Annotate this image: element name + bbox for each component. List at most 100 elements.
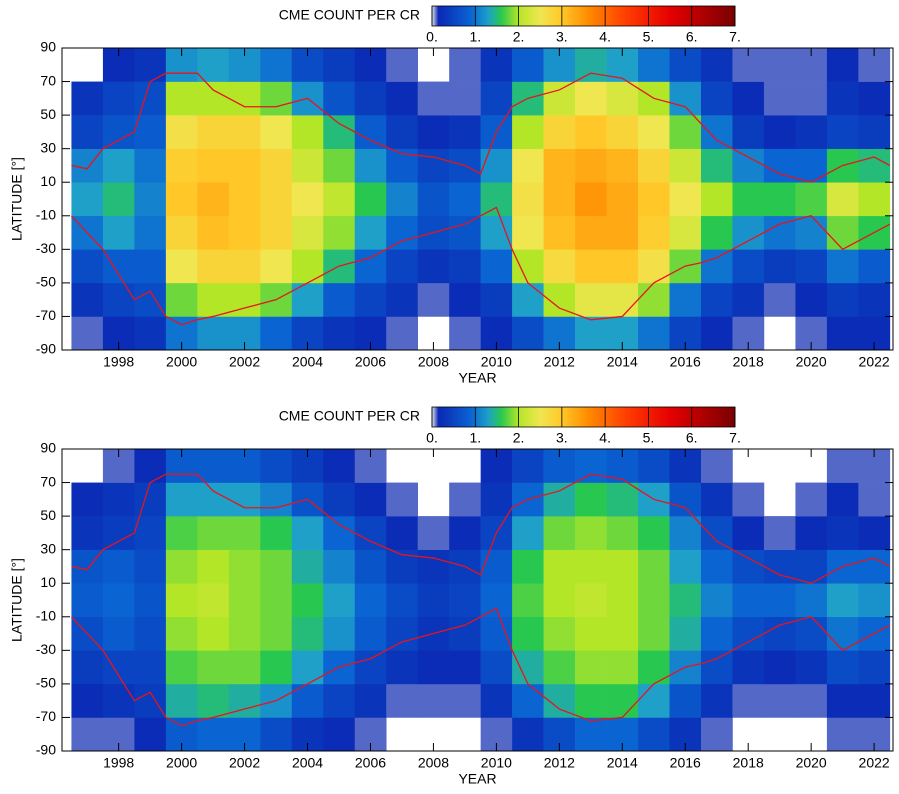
boundary-line [71,473,891,584]
heatmap-cell [386,683,418,718]
heatmap-cell [449,583,481,618]
heatmap-cell [858,650,891,685]
x-tick-label: 2012 [544,354,575,370]
heatmap-cell [669,282,702,317]
heatmap-cell [102,215,135,250]
heatmap-cell [480,148,513,183]
heatmap-cell [795,81,828,116]
heatmap-cell [386,282,418,317]
heatmap-cell [71,249,104,284]
heatmap-cell [323,282,356,317]
heatmap-cell [669,148,702,183]
heatmap-cell [165,215,198,250]
x-tick-label: 2000 [166,354,197,370]
y-axis-label: LATITUDE [°] [9,558,25,642]
heatmap-cell [606,583,639,618]
heatmap-cell [795,282,828,317]
heatmap-cell [228,249,261,284]
heatmap-cell [543,616,576,651]
heatmap-cell [417,148,450,183]
heatmap-cell [512,115,544,149]
heatmap-cell [795,148,828,183]
heatmap-cell [700,316,733,350]
x-tick-label: 2004 [292,755,323,771]
x-tick-label: 2002 [229,755,260,771]
heatmap-cell [858,583,891,618]
x-tick-label: 2018 [733,755,764,771]
plot-frame [61,47,894,351]
heatmap-cell [543,249,576,284]
x-tick-label: 2016 [670,755,701,771]
heatmap-cell [386,316,418,350]
heatmap-cell [354,249,387,284]
colorbar-tick-label: 7. [729,29,741,45]
heatmap-cell [291,182,324,217]
plot-frame [61,448,894,752]
heatmap-cell [134,182,167,217]
colorbar [431,5,736,27]
heatmap-cell [71,282,104,317]
heatmap-cell [763,48,796,82]
cells [70,48,891,350]
y-tick-label: 30 [40,540,56,556]
heatmap-cell [795,549,828,584]
x-tick-label: 2020 [796,354,827,370]
y-tick-label: 30 [40,139,56,155]
heatmap-cell [826,650,859,685]
heatmap-cell [323,81,356,116]
heatmap-cell [386,516,418,550]
heatmap-cell [700,115,733,149]
heatmap-cell [638,148,670,183]
heatmap-cell [669,482,702,517]
heatmap-cell [732,683,765,718]
heatmap-cell [638,583,670,618]
heatmap-cell [700,583,733,618]
heatmap-cell [763,650,796,685]
heatmap-cell [354,683,387,718]
heatmap-cell [700,148,733,183]
heatmap-cell [228,516,261,550]
heatmap-cell [197,583,230,618]
heatmap-cell [575,148,607,183]
heatmap-cell [197,683,230,718]
heatmap-cell [700,249,733,284]
heatmap-cell [449,683,481,718]
heatmap-cell [417,516,450,550]
heatmap-cell [732,650,765,685]
x-tick-label: 2008 [418,755,449,771]
heatmap-cell [134,316,167,350]
heatmap-cell [638,516,670,550]
x-tick-label: 2010 [481,354,512,370]
heatmap-cell [858,549,891,584]
heatmap-cell [134,516,167,550]
colorbar [431,406,736,428]
heatmap-cell [323,616,356,651]
y-tick-label: 50 [40,507,56,523]
heatmap-cell [354,81,387,116]
heatmap-cell [291,650,324,685]
heatmap-cell [700,549,733,584]
heatmap-cell [575,683,607,718]
heatmap-cell [354,650,387,685]
heatmap-cell [543,516,576,550]
heatmap-cell [638,282,670,317]
heatmap-cell [606,115,639,149]
heatmap-cell [260,650,293,685]
heatmap-cell [323,182,356,217]
colorbar-tick-label: 5. [643,430,655,446]
heatmap-cell [795,583,828,618]
heatmap-cell [197,516,230,550]
y-tick-label: 10 [40,574,56,590]
heatmap-cell [354,616,387,651]
colorbar-tick-label: 4. [599,29,611,45]
heatmap-cell [165,683,198,718]
heatmap-cell [197,249,230,284]
y-tick-label: 90 [40,440,56,456]
heatmap-cell [669,616,702,651]
heatmap-cell [417,81,450,116]
x-tick-label: 1998 [103,755,134,771]
heatmap-cell [795,616,828,651]
heatmap-cell [102,482,135,517]
y-tick-label: 70 [40,72,56,88]
